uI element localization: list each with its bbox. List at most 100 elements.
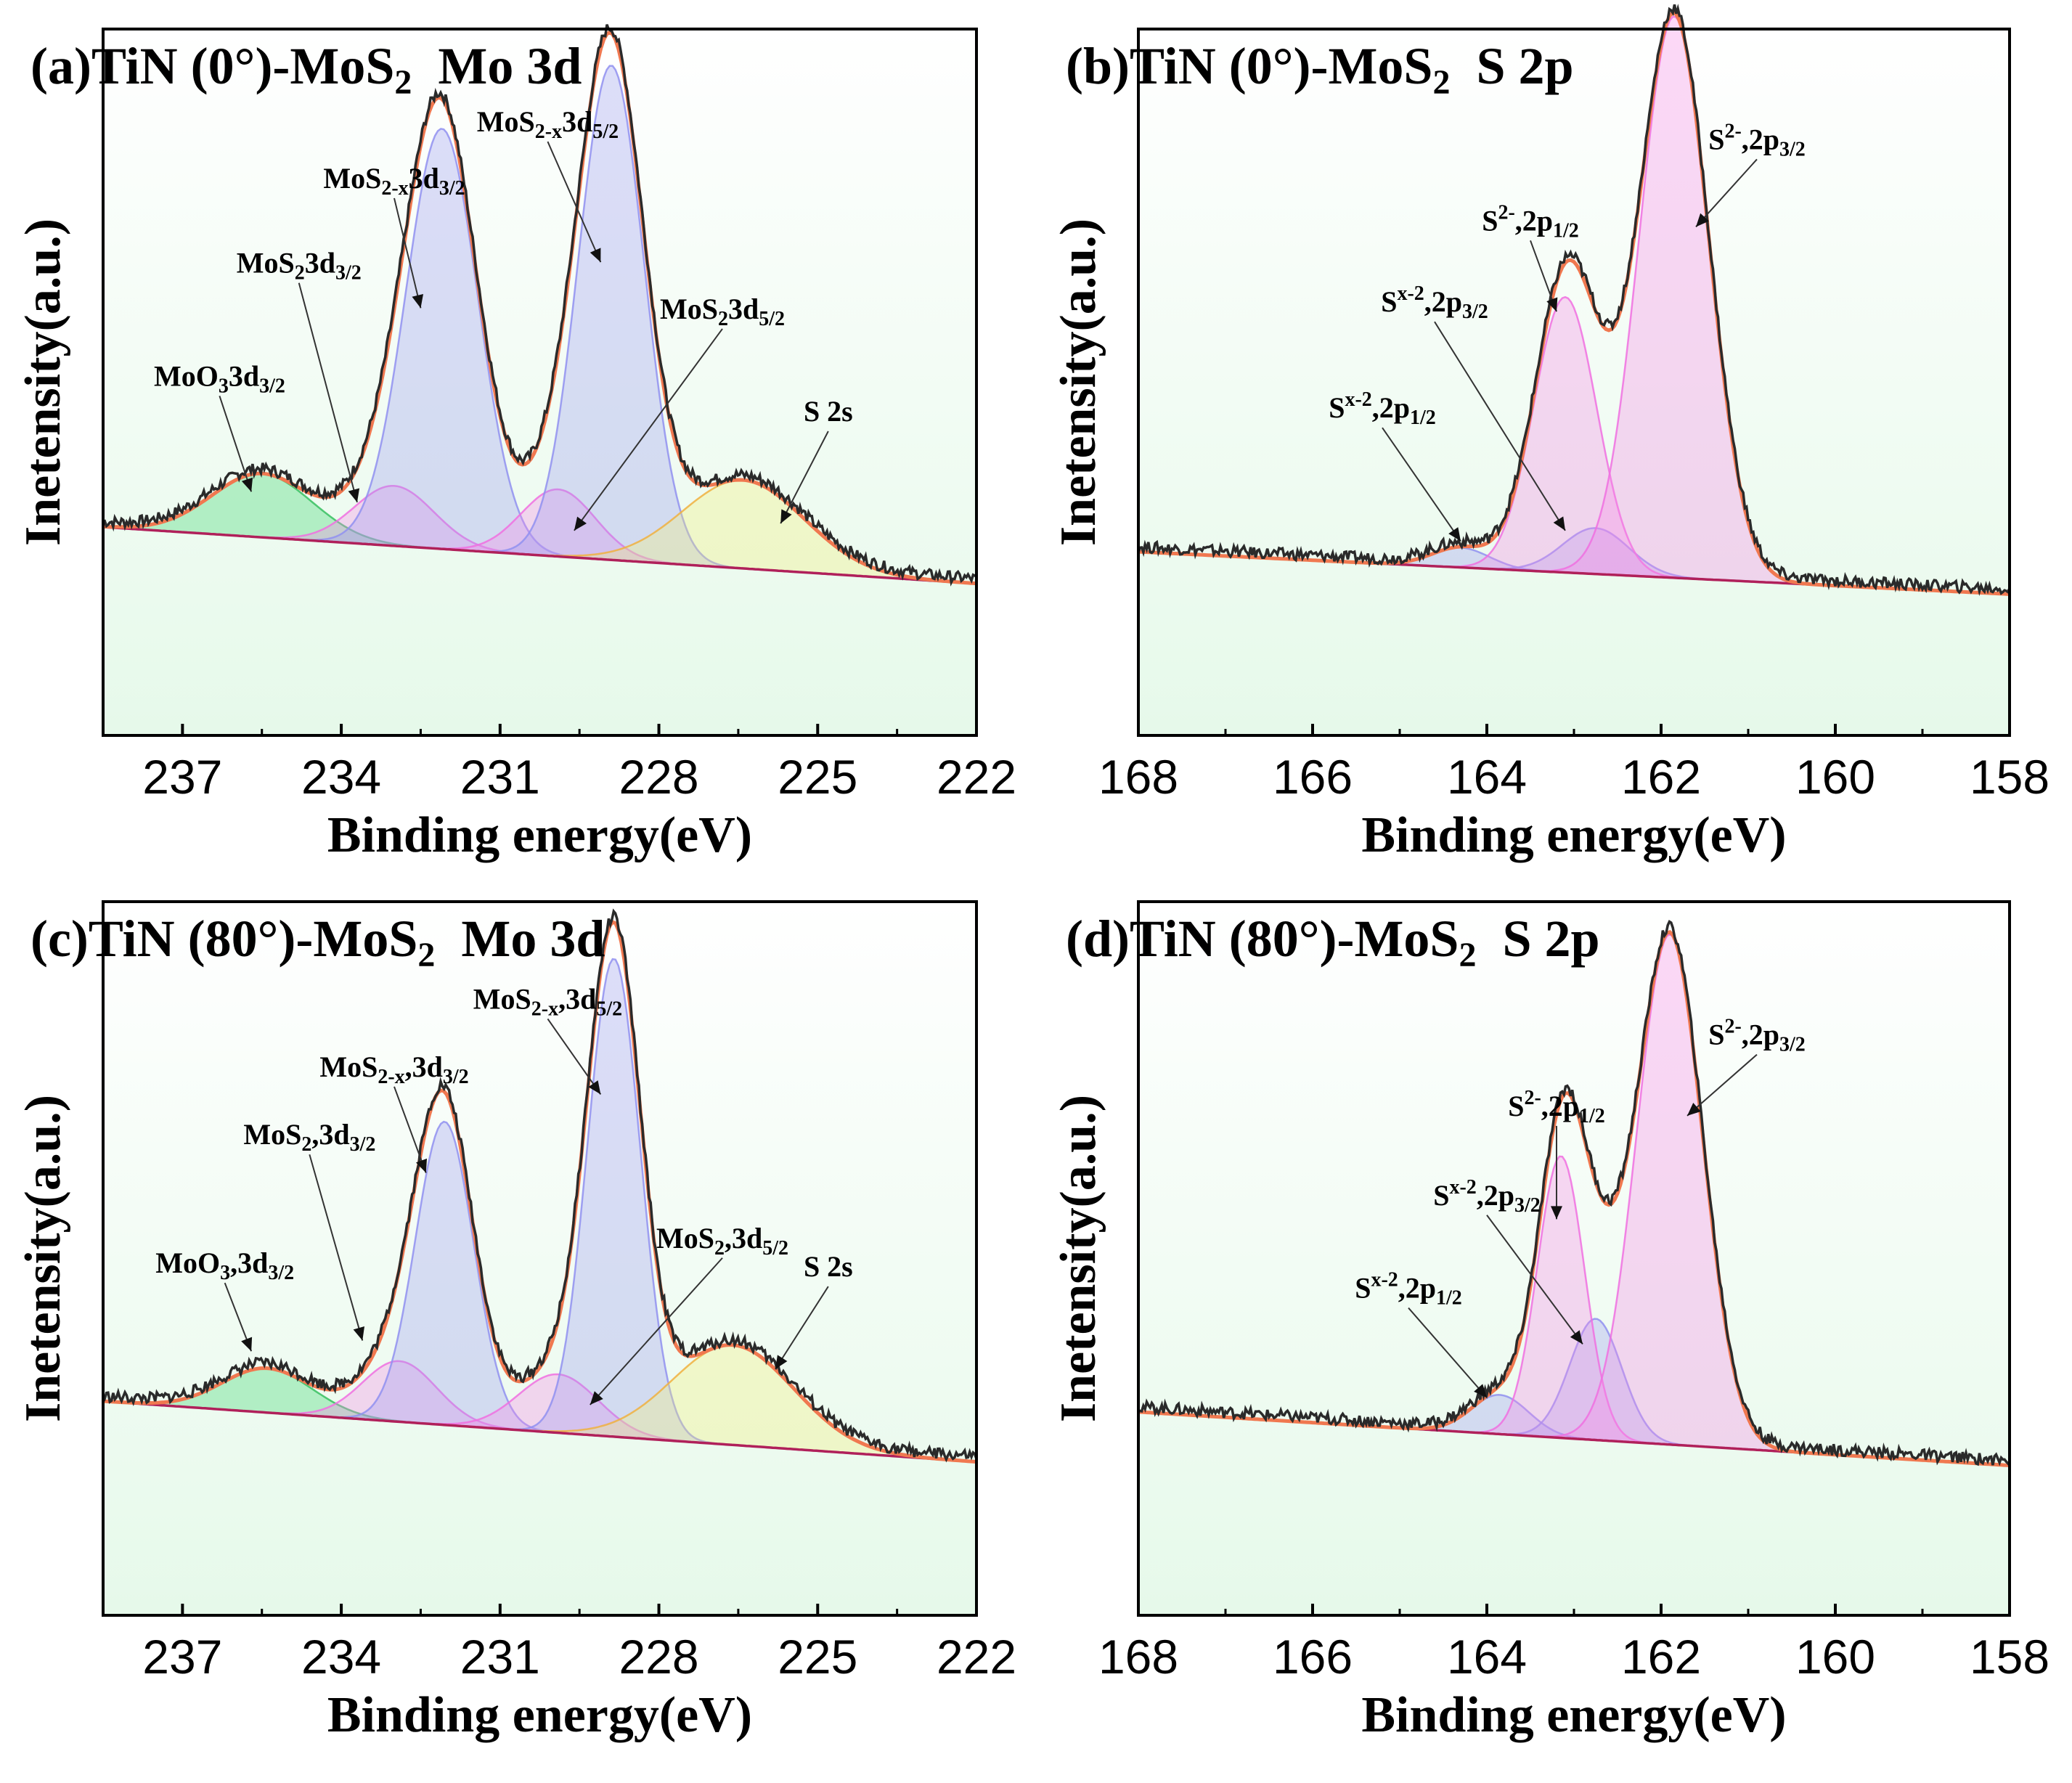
annotation-arrowhead [353, 1326, 365, 1341]
x-axis-label: Binding energy(eV) [1361, 1687, 1786, 1743]
annotation-arrowhead [590, 248, 601, 263]
x-axis-label: Binding energy(eV) [1361, 807, 1786, 863]
x-tick-label: 164 [1447, 750, 1527, 804]
panel-title: (d)TiN (80°)-MoS2 S 2p [1066, 910, 1600, 974]
x-tick-label: 160 [1795, 750, 1875, 804]
peak-fill-0 [103, 473, 976, 584]
fit-envelope [102, 919, 977, 1464]
x-tick-label: 160 [1795, 1630, 1875, 1684]
annotation-arrowhead [1551, 1206, 1562, 1220]
peak-annotation: S 2s [804, 395, 853, 428]
peak-annotation: Sx-2,2p1/2 [1329, 388, 1436, 429]
peak-annotation: S2-,2p3/2 [1708, 120, 1806, 160]
peak-annotation: Sx-2,2p3/2 [1433, 1176, 1541, 1217]
plot-background [103, 29, 976, 735]
peak-fill-3 [103, 489, 976, 584]
y-axis-label: Inetensity(a.u.) [15, 219, 71, 546]
annotation-arrowhead [1474, 1384, 1487, 1398]
x-tick-label: 158 [1970, 750, 2049, 804]
annotation-leader [780, 431, 829, 524]
annotation-leader [309, 1154, 364, 1341]
peak-annotation: MoS2-x,3d3/2 [319, 1050, 468, 1088]
annotation-leader [1434, 321, 1566, 531]
x-tick-label: 225 [778, 750, 857, 804]
peak-annotation: S2-,2p1/2 [1482, 201, 1579, 242]
x-tick-label: 237 [142, 750, 222, 804]
y-axis-label: Inetensity(a.u.) [1051, 219, 1106, 546]
panel-d: 168 166 164 162 160 158 Binding energy(eV) Inet… [1051, 900, 2049, 1743]
peak-fill-1 [1138, 1318, 2010, 1466]
annotation-leader [547, 1018, 602, 1095]
peak-annotation: MoS23d3/2 [237, 247, 362, 285]
peak-fill-5 [103, 1345, 976, 1462]
x-tick-label: 234 [301, 750, 381, 804]
x-tick-label: 231 [460, 750, 540, 804]
panel-c: 237 234 231 228 225 222 Binding energy(eV) Inet… [15, 900, 1016, 1743]
annotation-leader [1486, 1215, 1583, 1345]
peak-annotation: MoS2,3d3/2 [243, 1118, 375, 1156]
plot-frame [102, 28, 978, 737]
peak-fill-5 [103, 480, 976, 584]
raw-data-line [102, 908, 978, 1463]
plot-background [1138, 29, 2010, 735]
annotation-arrowhead [775, 1355, 788, 1369]
panel-a: 237 234 231 228 225 222 Binding energy(eV) Inet… [15, 24, 1016, 863]
x-tick-label: 158 [1970, 1630, 2049, 1684]
annotation-leader [1408, 1307, 1488, 1398]
x-tick-label: 225 [778, 1630, 857, 1684]
peak-annotation: MoO3,3d3/2 [155, 1247, 294, 1284]
annotation-arrowhead [588, 1080, 601, 1095]
peak-annotation: Sx-2,2p1/2 [1355, 1269, 1462, 1310]
x-tick-label: 231 [460, 1630, 540, 1684]
background-line [102, 526, 977, 585]
plot-background [103, 902, 976, 1615]
peak-annotation: MoS23d5/2 [660, 293, 785, 330]
panel-title: (b)TiN (0°)-MoS2 S 2p [1066, 37, 1574, 102]
x-axis-label: Binding energy(eV) [327, 1687, 752, 1743]
annotation-arrowhead [1687, 1103, 1701, 1116]
x-tick-label: 222 [937, 1630, 1016, 1684]
x-tick-label: 162 [1621, 1630, 1701, 1684]
annotation-arrowhead [1696, 213, 1710, 227]
annotation-arrowhead [1448, 527, 1461, 542]
peak-annotation: MoS2-x3d5/2 [477, 105, 619, 143]
x-tick-label: 222 [937, 750, 1016, 804]
annotation-leader [574, 328, 723, 531]
raw-data-line [1137, 919, 2011, 1466]
annotation-leader [775, 1286, 829, 1370]
x-tick-label: 237 [142, 1630, 222, 1684]
annotation-arrowhead [780, 509, 792, 524]
annotation-arrowhead [241, 477, 253, 492]
annotation-leader [590, 1257, 723, 1405]
background-line [102, 1400, 977, 1464]
annotation-arrowhead [416, 1158, 428, 1173]
annotation-leader [1382, 427, 1461, 542]
annotation-arrowhead [241, 1337, 253, 1352]
x-tick-label: 168 [1098, 750, 1178, 804]
plot-frame [102, 900, 978, 1617]
annotation-leader [219, 396, 253, 492]
peak-annotation: S2-,2p1/2 [1508, 1087, 1605, 1127]
peak-fill-3 [103, 1374, 976, 1462]
annotation-arrowhead [348, 488, 360, 502]
x-axis-label: Binding energy(eV) [327, 807, 752, 863]
annotation-leader [547, 141, 602, 263]
peak-annotation: MoS2-x3d3/2 [323, 162, 465, 200]
plot-background [1138, 902, 2010, 1615]
annotation-leader [1686, 1053, 1758, 1117]
annotation-leader [393, 197, 422, 309]
peak-annotation: Sx-2,2p3/2 [1381, 282, 1488, 323]
annotation-arrowhead [574, 516, 587, 531]
y-axis-label: Inetensity(a.u.) [1051, 1095, 1106, 1422]
panel-title: (c)TiN (80°)-MoS2 Mo 3d [30, 910, 605, 974]
raw-data-line [1137, 4, 2011, 597]
peak-annotation: S2-,2p3/2 [1708, 1016, 1806, 1056]
annotation-arrowhead [412, 293, 424, 309]
peak-fill-2 [1138, 297, 2010, 595]
peak-annotation: MoS2,3d5/2 [656, 1222, 788, 1260]
x-tick-label: 164 [1447, 1630, 1527, 1684]
peak-fill-2 [1138, 1156, 2010, 1466]
peak-fill-1 [1138, 528, 2010, 595]
panel-b: 168 166 164 162 160 158 Binding energy(eV) Inet… [1051, 4, 2049, 863]
x-tick-label: 228 [619, 1630, 698, 1684]
